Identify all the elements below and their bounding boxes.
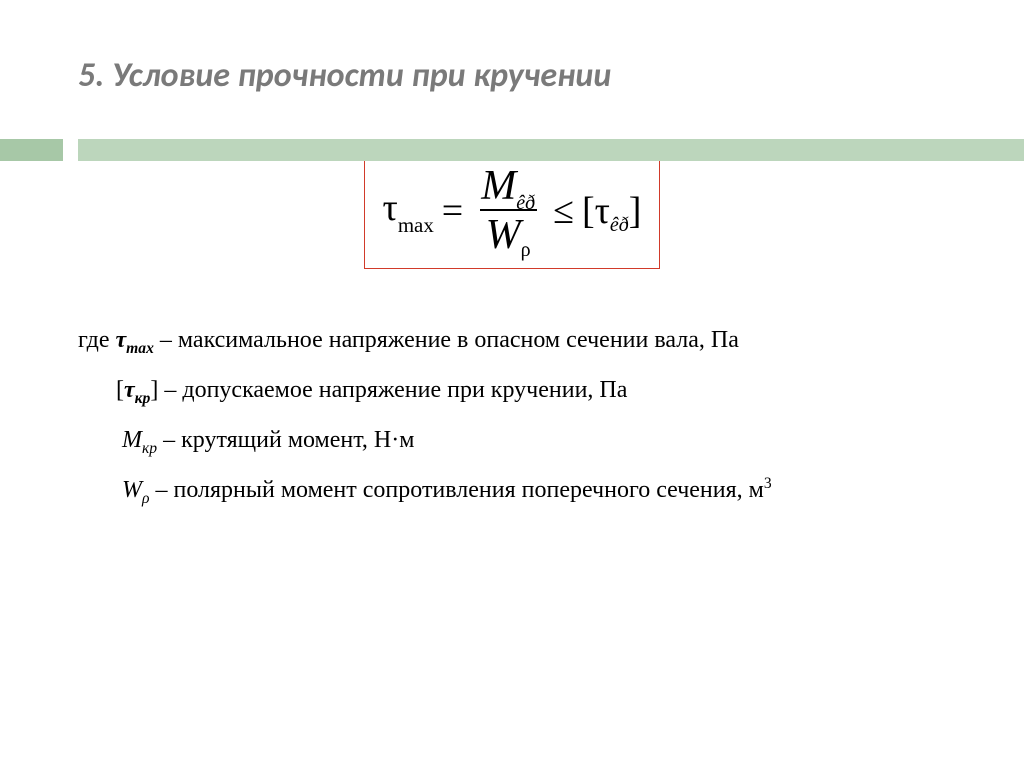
d1-tau: τ	[116, 327, 127, 353]
accent-bar	[0, 139, 1024, 161]
slide-title: 5. Условие прочности при кручении	[78, 55, 1024, 96]
d2-text: – допускаемое напряжение при кручении, П…	[164, 377, 627, 403]
le-sign: ≤	[553, 189, 574, 233]
rhs-sub: êð	[610, 214, 629, 236]
fraction: Mêð Wρ	[475, 165, 541, 256]
def-Wrho: Wρ – полярный момент сопротивления попер…	[122, 469, 1024, 513]
denominator-W: W	[486, 212, 521, 258]
d4-sup: 3	[764, 475, 772, 492]
d3-text: – крутящий момент, Н·м	[163, 427, 414, 453]
rhs-tau: τ	[595, 190, 610, 232]
d2-open: [	[116, 377, 124, 403]
bracket-open: [	[582, 190, 595, 232]
d4-W: W	[122, 477, 142, 503]
tau-symbol: τ	[383, 187, 398, 229]
denominator-sub: ρ	[521, 239, 531, 261]
equals-sign: =	[442, 189, 463, 233]
d3-M: М	[122, 427, 142, 453]
d4-sub: ρ	[142, 489, 150, 506]
d3-sub: кр	[142, 440, 157, 457]
formula: τmax = Mêð Wρ ≤ [τêð]	[383, 165, 642, 256]
d2-close: ]	[150, 377, 158, 403]
d4-text: – полярный момент сопротивления поперечн…	[156, 477, 764, 503]
d1-text: – максимальное напряжение в опасном сече…	[160, 327, 739, 353]
where-label: где	[78, 327, 116, 353]
numerator-sub: êð	[516, 192, 535, 214]
formula-box: τmax = Mêð Wρ ≤ [τêð]	[364, 156, 661, 269]
bracket-close: ]	[629, 190, 642, 232]
d2-sub: кр	[135, 390, 151, 407]
def-Mkr: Мкр – крутящий момент, Н·м	[122, 419, 1024, 463]
definitions: где τmax – максимальное напряжение в опа…	[78, 319, 1024, 512]
def-tau-max: где τmax – максимальное напряжение в опа…	[78, 319, 1024, 363]
tau-sub-max: max	[398, 213, 434, 237]
d1-sub: max	[126, 340, 154, 357]
def-tau-kr: [τкр] – допускаемое напряжение при круче…	[116, 369, 1024, 413]
d2-tau: τ	[124, 377, 135, 403]
numerator-M: M	[481, 163, 516, 209]
